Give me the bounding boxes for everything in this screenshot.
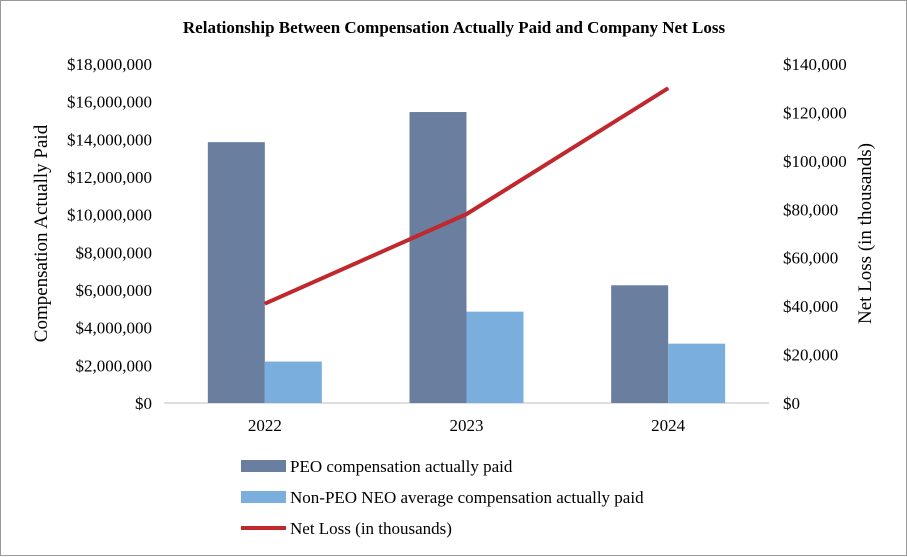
net-loss-point	[466, 213, 467, 215]
y-left-tick-label: $2,000,000	[76, 356, 153, 375]
y-right-tick-label: $40,000	[783, 297, 838, 316]
y-left-tick-label: $14,000,000	[67, 130, 152, 149]
y-left-tick-label: $12,000,000	[67, 168, 152, 187]
non-peo-bar	[264, 361, 322, 403]
y-left-tick-label: $18,000,000	[67, 55, 152, 74]
peo-bar	[409, 112, 467, 404]
peo-bar	[611, 285, 669, 403]
x-tick-label: 2022	[248, 416, 282, 435]
y-left-tick-label: $10,000,000	[67, 206, 152, 225]
non-peo-bar	[668, 343, 726, 403]
y-left-tick-label: $8,000,000	[76, 243, 153, 262]
y-left-tick-label: $0	[135, 394, 152, 413]
y-left-tick-label: $6,000,000	[76, 281, 153, 300]
y-right-tick-label: $20,000	[783, 346, 838, 365]
y-left-axis-title: Compensation Actually Paid	[31, 124, 52, 342]
y-right-tick-label: $100,000	[783, 152, 847, 171]
y-right-tick-label: $80,000	[783, 200, 838, 219]
legend: PEO compensation actually paid Non-PEO NE…	[241, 457, 644, 538]
x-tick-label: 2023	[450, 416, 484, 435]
y-right-tick-label: $0	[783, 394, 800, 413]
x-tick-label: 2024	[651, 416, 686, 435]
net-loss-point	[264, 303, 266, 305]
y-left-tick-label: $4,000,000	[76, 319, 153, 338]
bars	[207, 112, 726, 404]
net-loss-line-group	[264, 86, 670, 306]
legend-peo-swatch	[241, 460, 286, 472]
y-right-tick-label: $60,000	[783, 249, 838, 268]
y-right-tick-label: $140,000	[783, 55, 847, 74]
axes: $0 $2,000,000 $4,000,000 $6,000,000 $8,000,0…	[31, 55, 876, 435]
legend-label: Net Loss (in thousands)	[290, 519, 452, 538]
y-right-tick-label: $120,000	[783, 103, 847, 122]
y-left-tick-label: $16,000,000	[67, 93, 152, 112]
y-right-axis-title: Net Loss (in thousands)	[855, 143, 876, 324]
chart-title: Relationship Between Compensation Actual…	[183, 18, 726, 37]
legend-label: Non-PEO NEO average compensation actuall…	[290, 488, 644, 507]
non-peo-bar	[466, 311, 524, 403]
legend-non-peo-swatch	[241, 491, 286, 503]
peo-bar	[207, 142, 265, 404]
net-loss-point	[667, 87, 669, 89]
legend-label: PEO compensation actually paid	[290, 457, 513, 476]
